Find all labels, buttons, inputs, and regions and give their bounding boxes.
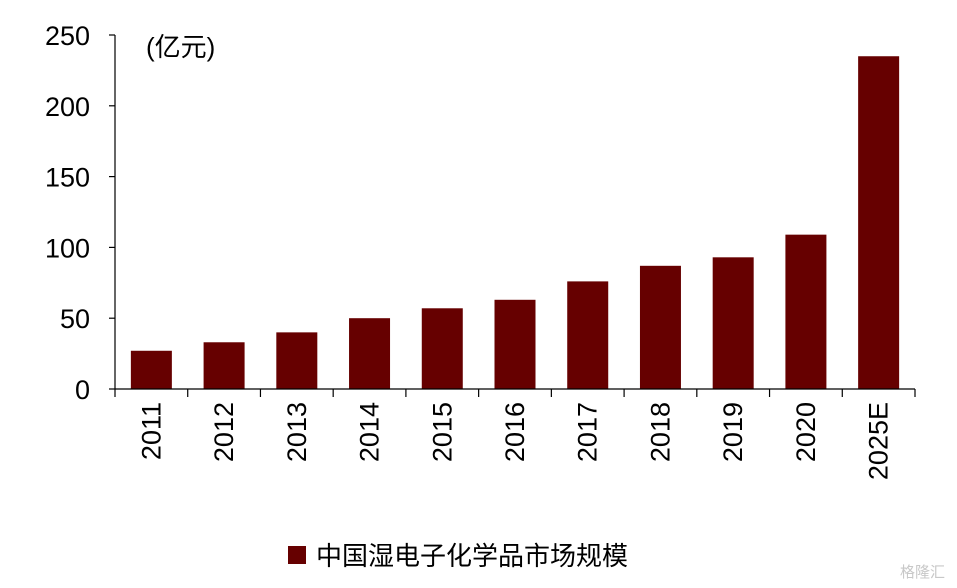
bar-2025E <box>858 56 900 390</box>
legend-label: 中国湿电子化学品市场规模 <box>316 542 629 572</box>
x-tick-label: 2020 <box>791 402 821 462</box>
x-tick-label: 2014 <box>355 402 385 462</box>
bar-2013 <box>276 332 318 389</box>
x-tick-label: 2018 <box>645 402 675 462</box>
bars-group <box>130 56 900 390</box>
y-axis: 0 50 100 150 200 250 <box>45 21 116 405</box>
y-tick-label: 100 <box>45 233 90 263</box>
x-tick-label: 2013 <box>282 402 312 462</box>
y-tick-label: 200 <box>45 92 90 122</box>
x-tick-label: 2017 <box>573 402 603 462</box>
y-unit-label: (亿元) <box>146 32 215 62</box>
y-tick-label: 150 <box>45 163 90 193</box>
x-tick-label: 2025E <box>864 402 894 480</box>
bar-2016 <box>494 299 536 389</box>
x-tick-label: 2011 <box>136 402 166 460</box>
bar-2012 <box>203 342 245 389</box>
bar-2011 <box>130 350 172 389</box>
bar-2014 <box>349 318 391 389</box>
x-tick-label: 2016 <box>500 402 530 462</box>
x-axis: 2011 2012 2013 2014 2015 2016 2017 2018 2019 2020… <box>114 388 916 480</box>
x-tick-label: 2012 <box>209 402 239 462</box>
x-tick-label: 2015 <box>427 402 457 462</box>
y-tick-label: 250 <box>45 21 90 51</box>
legend-swatch <box>288 545 306 564</box>
legend: 中国湿电子化学品市场规模 <box>288 536 628 573</box>
watermark: 格隆汇 <box>899 563 945 581</box>
y-tick-label: 0 <box>75 375 90 405</box>
x-tick-label: 2019 <box>718 402 748 462</box>
bar-2015 <box>421 308 463 389</box>
bar-2020 <box>785 234 827 389</box>
bar-2019 <box>712 257 754 389</box>
bar-2017 <box>567 281 609 389</box>
bar-2018 <box>639 265 681 389</box>
y-tick-label: 50 <box>60 304 90 334</box>
